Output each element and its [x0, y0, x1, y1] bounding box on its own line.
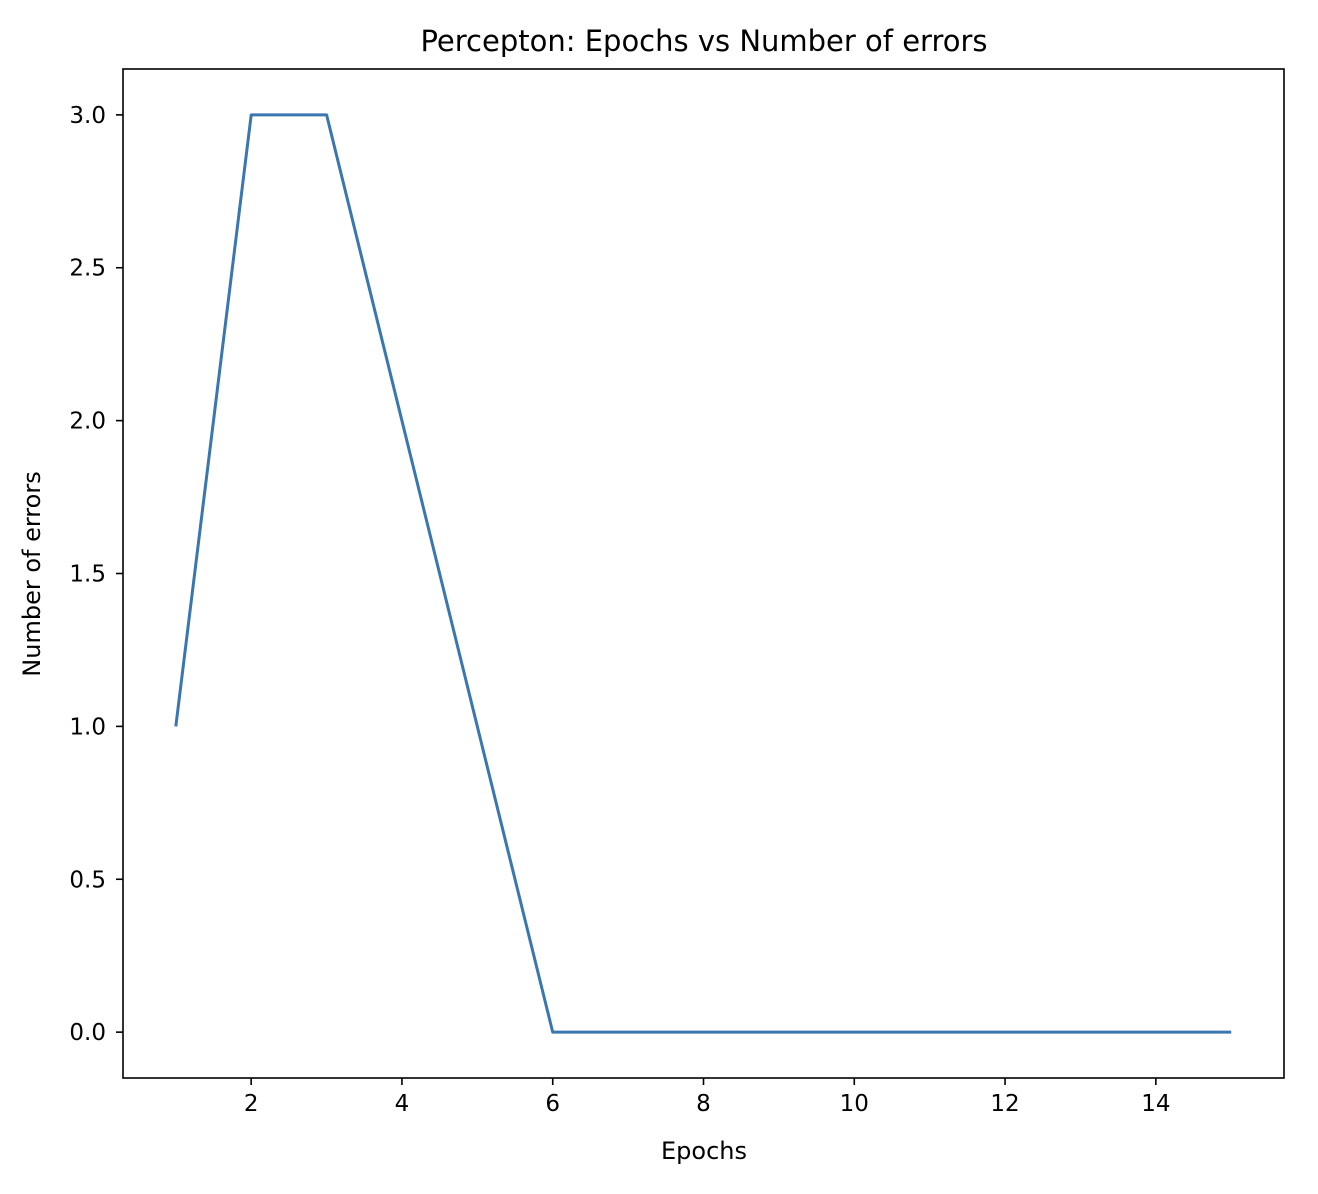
- y-tick-label: 0.0: [69, 1020, 106, 1046]
- y-tick-label: 1.0: [69, 714, 106, 740]
- x-tick-label: 4: [395, 1091, 410, 1117]
- y-tick-label: 1.5: [69, 562, 106, 588]
- chart-title: Percepton: Epochs vs Number of errors: [420, 24, 987, 58]
- axes-frame: [122, 68, 1285, 1079]
- y-tick-label: 2.0: [69, 409, 106, 435]
- x-tick-label: 2: [244, 1091, 259, 1117]
- x-tick-label: 6: [545, 1091, 560, 1117]
- x-tick-label: 12: [990, 1091, 1019, 1117]
- y-axis: 0.0 0.5 1.0 1.5 2.0 2.5 3.0: [69, 103, 123, 1046]
- y-tick-label: 3.0: [69, 103, 106, 129]
- series-group: [174, 113, 1232, 1034]
- x-axis-label: Epochs: [661, 1137, 747, 1165]
- x-axis: 2 4 6 8 10 12 14: [244, 1078, 1170, 1117]
- y-tick-label: 0.5: [69, 867, 106, 893]
- y-axis-label: Number of errors: [18, 471, 46, 676]
- plot-area: 2 4 6 8 10 12 14 0.0 0.5 1.0 1.5 2.0 2.5 3.0: [69, 68, 1285, 1117]
- x-tick-label: 8: [696, 1091, 711, 1117]
- x-tick-label: 14: [1141, 1091, 1170, 1117]
- x-tick-label: 10: [840, 1091, 869, 1117]
- series-line: [174, 113, 1232, 1034]
- y-tick-label: 2.5: [69, 256, 106, 282]
